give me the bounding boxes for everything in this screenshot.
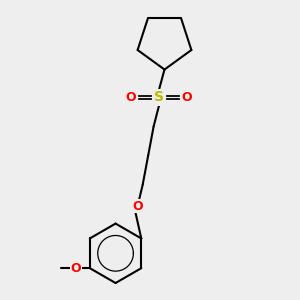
Text: O: O bbox=[132, 200, 142, 213]
Text: S: S bbox=[154, 90, 164, 104]
Text: O: O bbox=[182, 91, 192, 104]
Text: O: O bbox=[126, 91, 136, 104]
Text: O: O bbox=[71, 262, 81, 275]
